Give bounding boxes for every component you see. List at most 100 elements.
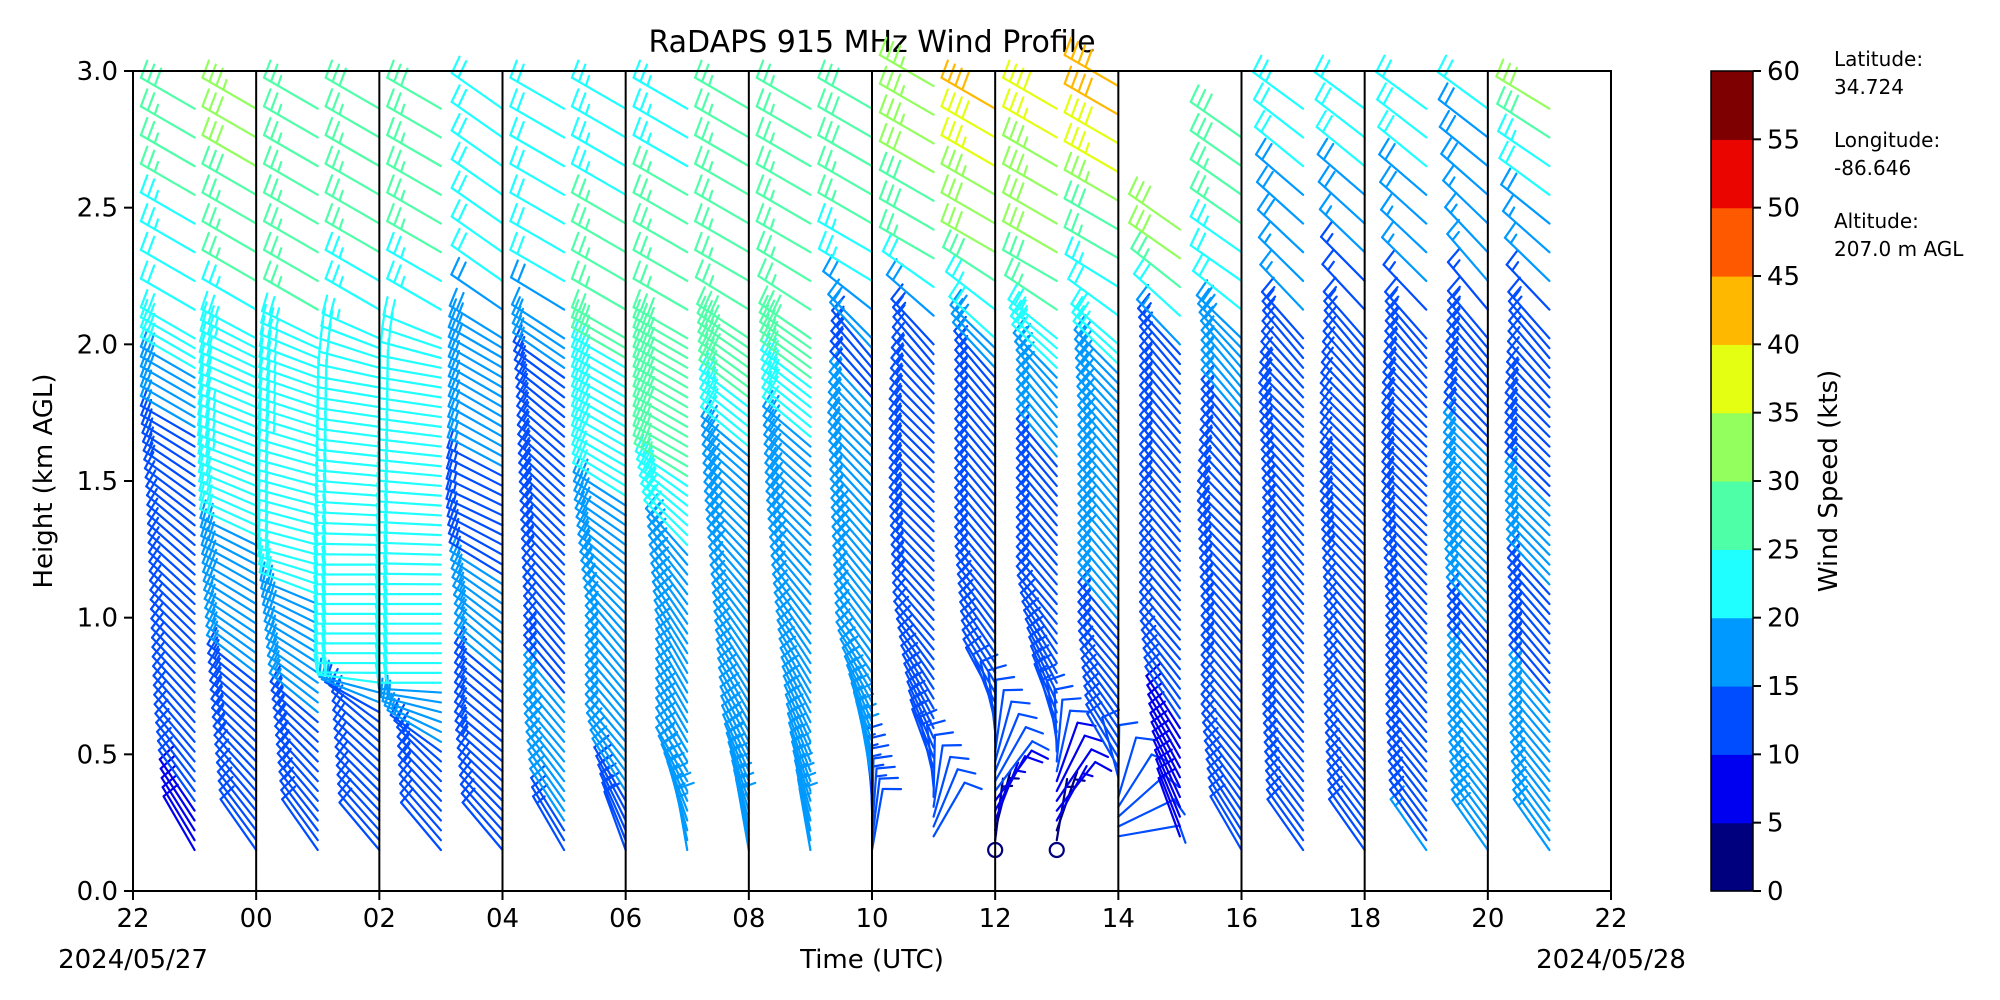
wind-barb bbox=[1070, 287, 1120, 346]
wind-barb bbox=[1505, 249, 1551, 311]
wind-barb bbox=[1015, 452, 1058, 517]
wind-barb bbox=[638, 458, 689, 517]
wind-barb bbox=[694, 259, 750, 311]
wind-barb bbox=[578, 526, 627, 586]
wind-barb bbox=[1063, 209, 1120, 260]
wind-barb bbox=[694, 116, 750, 168]
wind-barb bbox=[510, 286, 566, 340]
wind-barb bbox=[265, 629, 319, 684]
wind-barb bbox=[1495, 58, 1551, 110]
wind-barb bbox=[1507, 305, 1551, 369]
wind-barb bbox=[1138, 567, 1182, 631]
wind-barb bbox=[509, 203, 566, 254]
wind-barb bbox=[1015, 354, 1058, 419]
wind-barb bbox=[1189, 141, 1243, 196]
wind-barb bbox=[333, 721, 381, 783]
wind-barb bbox=[694, 174, 750, 225]
wind-barb bbox=[450, 84, 504, 139]
wind-barb bbox=[1077, 399, 1120, 464]
wind-barb bbox=[878, 65, 935, 116]
wind-barb bbox=[584, 620, 627, 684]
wind-barb bbox=[1200, 639, 1243, 704]
wind-barb bbox=[954, 384, 997, 448]
wind-barb bbox=[1323, 600, 1366, 665]
wind-barb bbox=[755, 116, 812, 168]
wind-barb bbox=[1197, 494, 1243, 556]
wind-barb bbox=[509, 174, 566, 225]
wind-barb bbox=[1117, 824, 1187, 844]
wind-barb bbox=[1015, 344, 1058, 409]
wind-barb bbox=[1320, 356, 1366, 419]
wind-barb bbox=[763, 437, 812, 497]
wind-barb bbox=[1321, 513, 1366, 576]
wind-barb bbox=[518, 446, 566, 507]
wind-barb bbox=[1385, 590, 1428, 655]
wind-barb bbox=[870, 776, 900, 842]
wind-barb bbox=[1262, 600, 1305, 665]
wind-barb bbox=[1446, 295, 1489, 360]
wind-barb bbox=[1004, 257, 1058, 311]
wind-barb bbox=[1446, 639, 1489, 704]
wind-barb bbox=[1438, 109, 1489, 168]
wind-barb bbox=[1075, 361, 1120, 425]
wind-barb bbox=[214, 729, 258, 793]
wind-barb bbox=[954, 374, 997, 438]
wind-barb bbox=[584, 679, 627, 743]
wind-barb bbox=[1323, 590, 1366, 655]
wind-barb bbox=[1262, 482, 1305, 547]
wind-barb bbox=[1384, 552, 1428, 615]
wind-barb bbox=[514, 351, 566, 409]
wind-barb bbox=[1323, 610, 1366, 674]
wind-barb bbox=[755, 59, 812, 110]
wind-barb bbox=[324, 174, 381, 225]
wind-barb bbox=[932, 768, 977, 828]
wind-barb bbox=[694, 231, 750, 283]
wind-barb bbox=[334, 731, 381, 793]
wind-barb bbox=[1262, 610, 1305, 674]
wind-barb bbox=[515, 370, 566, 428]
colorbar-tick-label: 45 bbox=[1767, 262, 1800, 292]
wind-barb bbox=[452, 577, 504, 635]
wind-barb bbox=[632, 231, 689, 283]
wind-barb bbox=[509, 59, 566, 110]
wind-barb bbox=[940, 88, 997, 139]
wind-barb bbox=[570, 289, 627, 340]
wind-barb bbox=[1077, 547, 1120, 612]
wind-barb bbox=[262, 231, 319, 283]
wind-barb bbox=[1117, 721, 1139, 789]
wind-barb bbox=[144, 460, 196, 517]
wind-barb bbox=[1077, 498, 1120, 562]
wind-barb bbox=[870, 787, 903, 852]
wind-barb bbox=[694, 203, 750, 254]
wind-barb bbox=[1259, 405, 1305, 468]
wind-barb bbox=[641, 475, 689, 537]
x-tick-label: 22 bbox=[116, 904, 149, 934]
wind-barb bbox=[456, 731, 504, 793]
wind-barb bbox=[994, 726, 1045, 783]
colorbar-tick-label: 55 bbox=[1767, 125, 1800, 155]
wind-barb bbox=[570, 260, 627, 311]
colorbar-tick-label: 30 bbox=[1767, 467, 1800, 497]
wind-barb bbox=[949, 288, 997, 350]
wind-barb bbox=[1383, 532, 1428, 596]
wind-barb bbox=[1378, 137, 1428, 196]
wind-barb bbox=[139, 289, 196, 340]
wind-barb bbox=[892, 301, 935, 366]
wind-barb bbox=[1446, 679, 1489, 743]
wind-barb bbox=[1262, 639, 1305, 704]
wind-barb bbox=[1443, 523, 1489, 586]
wind-barb bbox=[1132, 257, 1182, 317]
wind-barb bbox=[1077, 586, 1120, 651]
wind-barb bbox=[1055, 721, 1097, 783]
x-tick-label: 08 bbox=[732, 904, 765, 934]
wind-barb bbox=[1138, 390, 1182, 454]
wind-barb bbox=[632, 116, 689, 168]
wind-barb bbox=[1138, 439, 1182, 503]
wind-barb bbox=[266, 638, 319, 694]
wind-barb bbox=[258, 326, 319, 369]
wind-barb bbox=[1322, 276, 1366, 340]
date-start-label: 2024/05/27 bbox=[58, 945, 208, 975]
wind-barb bbox=[954, 423, 997, 488]
wind-barb bbox=[889, 500, 935, 562]
wind-barb bbox=[324, 88, 381, 139]
